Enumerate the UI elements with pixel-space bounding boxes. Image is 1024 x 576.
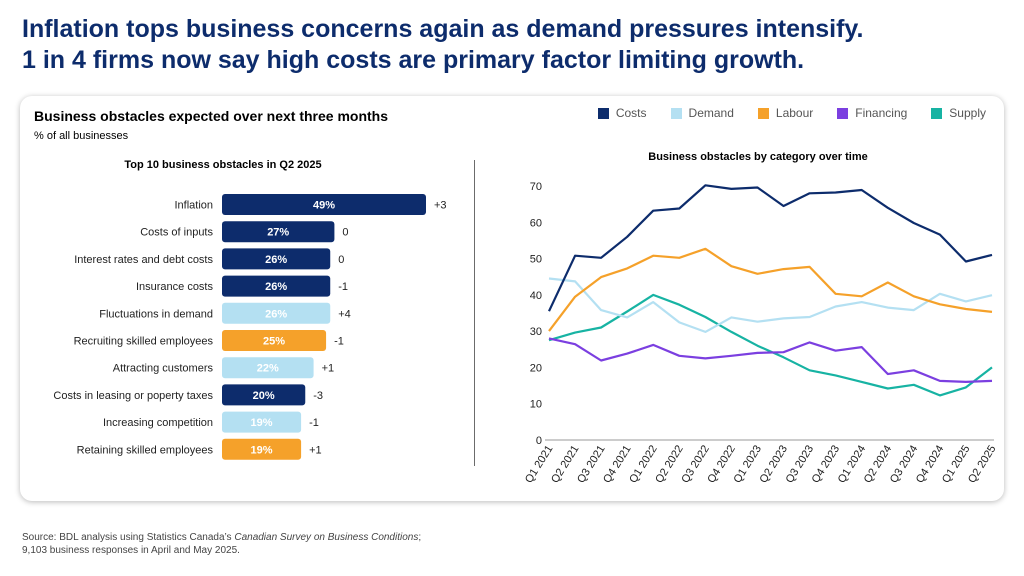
legend-swatch-labour [757,107,769,119]
bar-label-insurance-costs: Insurance costs [136,281,214,293]
headline-line-2: 1 in 4 firms now say high costs are prim… [22,46,805,74]
bar-fluctuations-in-demand [222,302,331,324]
bar-value-costs-of-inputs: 27% [267,227,289,239]
legend-label-demand: Demand [688,106,734,120]
bar-change-recruiting-skilled-employees: -1 [334,336,344,348]
legend-label-labour: Labour [775,106,814,120]
bar-interest-rates-and-debt-costs [222,248,331,270]
source-line-2: 9,103 business responses in April and Ma… [22,545,240,556]
legend-item-demand: Demand [670,106,734,120]
legend-item-financing: Financing [837,106,907,120]
bar-value-insurance-costs: 26% [265,281,287,293]
bar-label-recruiting-skilled-employees: Recruiting skilled employees [74,336,214,348]
source-survey-name: Canadian Survey on Business Conditions [234,532,419,543]
bar-label-inflation: Inflation [174,200,213,212]
y-tick-40: 40 [530,290,542,302]
bar-value-retaining-skilled-employees: 19% [251,444,273,456]
source-line-1: Source: BDL analysis using Statistics Ca… [22,531,421,544]
line-chart-title: Business obstacles by category over time [648,151,867,163]
bar-change-increasing-competition: -1 [309,417,319,429]
bar-label-increasing-competition: Increasing competition [103,417,213,429]
legend: Costs Demand Labour Financing Supply [597,106,986,120]
series-line-demand [548,277,993,333]
chart-card: Business obstacles expected over next th… [20,96,1004,501]
y-tick-30: 30 [530,326,542,338]
legend-swatch-costs [597,107,609,119]
bar-attracting-customers [222,357,314,379]
source-prefix: Source: BDL analysis using Statistics Ca… [22,532,235,543]
series-line-supply [548,293,993,397]
bar-label-costs-of-inputs: Costs of inputs [140,227,213,239]
bar-value-costs-in-leasing-or-poperty-taxes: 20% [253,390,275,402]
bar-change-inflation: +3 [434,200,447,212]
bar-inflation [222,194,426,215]
bar-label-retaining-skilled-employees: Retaining skilled employees [77,444,214,456]
y-tick-50: 50 [530,254,542,266]
bar-change-interest-rates-and-debt-costs: 0 [338,254,344,266]
bar-chart-title: Top 10 business obstacles in Q2 2025 [124,159,321,171]
bar-value-inflation: 49% [313,200,335,212]
bar-label-costs-in-leasing-or-poperty-taxes: Costs in leasing or poperty taxes [53,390,213,402]
headline: Inflation tops business concerns again a… [22,14,1012,76]
legend-label-costs: Costs [615,106,647,120]
legend-label-supply: Supply [949,106,986,120]
series-line-costs [548,184,993,312]
bar-costs-of-inputs [222,221,335,243]
y-tick-10: 10 [530,399,542,411]
bar-value-attracting-customers: 22% [257,363,279,375]
bar-change-costs-in-leasing-or-poperty-taxes: -3 [313,390,323,402]
bar-chart: Top 10 business obstacles in Q2 2025 Infl… [53,159,447,460]
legend-item-supply: Supply [931,106,986,120]
bar-insurance-costs [222,275,331,297]
y-tick-70: 70 [530,181,542,193]
line-chart: Business obstacles by category over time… [523,151,999,485]
bar-retaining-skilled-employees [222,438,302,460]
series-line-labour [548,247,993,332]
bar-value-fluctuations-in-demand: 26% [265,308,287,320]
bar-label-interest-rates-and-debt-costs: Interest rates and debt costs [74,254,213,266]
legend-item-labour: Labour [757,106,814,120]
legend-swatch-demand [670,107,682,119]
y-tick-0: 0 [536,435,542,447]
card-subtitle: % of all businesses [34,130,129,142]
bar-change-insurance-costs: -1 [338,281,348,293]
legend-item-costs: Costs [597,106,647,120]
bar-change-fluctuations-in-demand: +4 [338,308,351,320]
bar-value-recruiting-skilled-employees: 25% [263,336,285,348]
source-suffix: ; [418,532,422,543]
chart-divider [474,160,475,466]
bar-change-retaining-skilled-employees: +1 [309,444,322,456]
card-title: Business obstacles expected over next th… [34,108,389,124]
bar-change-costs-of-inputs: 0 [342,227,348,239]
legend-swatch-financing [837,107,849,119]
bar-value-interest-rates-and-debt-costs: 26% [265,254,287,266]
y-tick-60: 60 [530,217,542,229]
bar-recruiting-skilled-employees [222,330,327,351]
series-line-financing [548,337,993,383]
headline-line-1: Inflation tops business concerns again a… [22,15,864,43]
bar-change-attracting-customers: +1 [322,363,335,375]
y-tick-20: 20 [530,362,542,374]
bar-costs-in-leasing-or-poperty-taxes [222,384,306,406]
legend-swatch-supply [931,107,943,119]
legend-label-financing: Financing [855,106,908,120]
source-note: Source: BDL analysis using Statistics Ca… [22,531,421,557]
bar-value-increasing-competition: 19% [251,417,273,429]
bar-label-fluctuations-in-demand: Fluctuations in demand [99,308,213,320]
bar-label-attracting-customers: Attracting customers [113,363,214,375]
bar-increasing-competition [222,411,302,433]
